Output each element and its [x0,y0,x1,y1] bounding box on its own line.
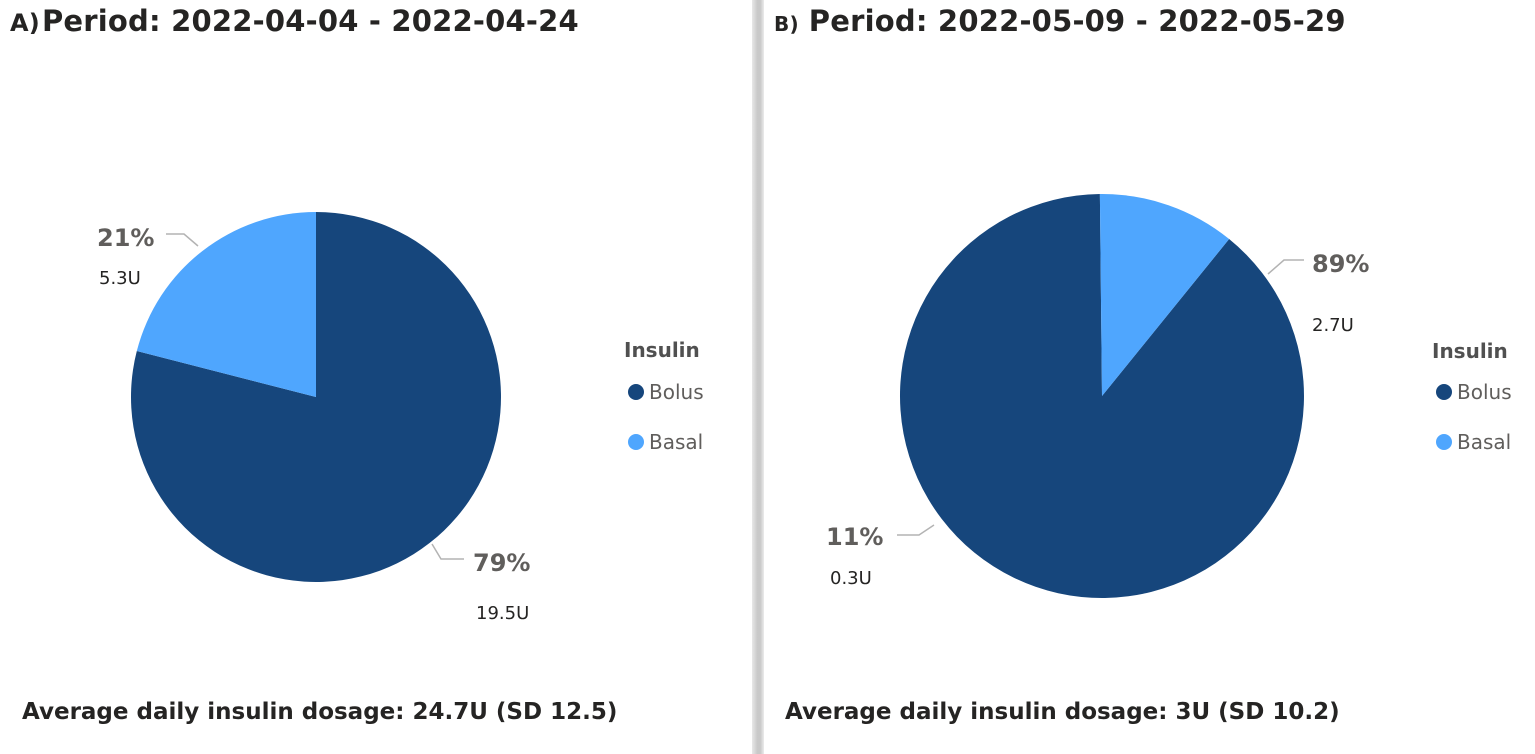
legend-label-basal[interactable]: Basal [649,430,703,454]
leader-line-bolus [1267,259,1304,275]
legend-marker-basal [1436,434,1452,450]
chart-title-b: B) Period: 2022-05-09 - 2022-05-29 [774,4,1346,38]
data-label-value-bolus: 19.5U [476,603,529,624]
legend-marker-bolus [628,384,644,400]
chart-panel-a: A)Period: 2022-04-04 - 2022-04-24 79% 19… [0,0,752,754]
leader-line-bolus [431,543,464,560]
data-label-percent-basal: 21% [97,224,154,252]
leader-line-basal [166,233,199,247]
legend-marker-bolus [1436,384,1452,400]
period-text-b: Period: 2022-05-09 - 2022-05-29 [808,4,1346,38]
average-dosage-a: Average daily insulin dosage: 24.7U (SD … [22,699,618,725]
legend-label-basal[interactable]: Basal [1457,430,1511,454]
leader-line-basal [897,524,935,536]
data-label-value-bolus: 2.7U [1312,315,1354,336]
legend-label-bolus[interactable]: Bolus [1457,380,1512,404]
period-text-a: Period: 2022-04-04 - 2022-04-24 [41,4,579,38]
panel-label-b: B) [774,12,799,36]
data-label-percent-bolus: 79% [473,549,530,577]
pie-slice-basal[interactable] [1099,193,1230,396]
pie-chart-b: 89% 2.7U 11% 0.3U Insulin Bolus Basal [826,193,1512,598]
data-label-percent-basal: 11% [826,523,883,551]
pie-chart-a: 79% 19.5U 21% 5.3U Insulin Bolus Basal [97,212,704,624]
legend-title-b: Insulin [1432,339,1508,363]
pie-slice-basal[interactable] [136,212,316,397]
pie-slice-bolus[interactable] [899,194,1304,598]
legend-label-bolus[interactable]: Bolus [649,380,704,404]
chart-panel-b: B) Period: 2022-05-09 - 2022-05-29 89% 2.… [764,0,1535,754]
legend-title-a: Insulin [624,338,700,362]
average-dosage-b: Average daily insulin dosage: 3U (SD 10.… [785,699,1340,725]
chart-title-a: A)Period: 2022-04-04 - 2022-04-24 [10,4,579,38]
data-label-value-basal: 0.3U [830,568,872,589]
pie-slice-bolus[interactable] [130,212,501,583]
data-label-percent-bolus: 89% [1312,250,1369,278]
legend-marker-basal [628,434,644,450]
panel-divider [752,0,764,754]
data-label-value-basal: 5.3U [99,268,141,289]
panel-label-a: A) [10,9,40,37]
